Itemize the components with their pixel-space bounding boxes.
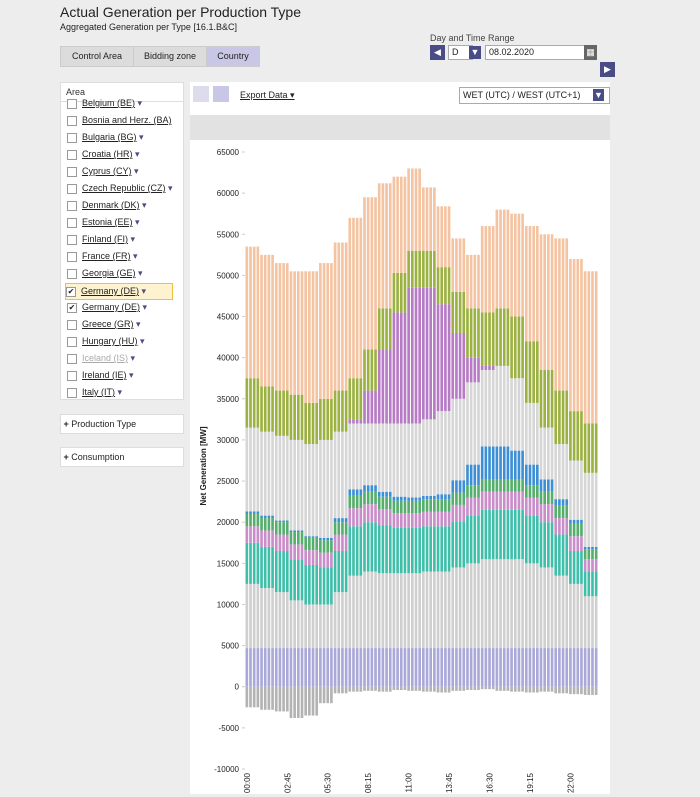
dropdown-arrow[interactable]: ▾ (128, 353, 136, 363)
area-label[interactable]: Germany (DE) (81, 286, 140, 296)
area-label[interactable]: Czech Republic (CZ) (82, 183, 166, 193)
area-label[interactable]: Bosnia and Herz. (BA) (82, 115, 172, 125)
dropdown-arrow[interactable]: ▾ (128, 234, 136, 244)
calendar-button[interactable]: ▦ (584, 45, 597, 60)
area-item[interactable]: Greece (GR) ▾ (67, 317, 177, 332)
timezone-dropdown[interactable]: ▼ (593, 89, 604, 101)
tab[interactable]: Country (206, 46, 260, 67)
area-item[interactable]: France (FR) ▾ (67, 249, 177, 264)
area-label[interactable]: Estonia (EE) (82, 217, 133, 227)
checkbox[interactable] (67, 251, 77, 262)
checkbox[interactable] (67, 268, 77, 279)
production-type-section[interactable]: + Production Type (60, 414, 184, 434)
area-label[interactable]: France (FR) (82, 251, 131, 261)
page-title: Actual Generation per Production Type (60, 4, 302, 20)
dropdown-arrow[interactable]: ▾ (131, 166, 139, 176)
area-item[interactable]: Czech Republic (CZ) ▾ (67, 181, 177, 196)
next-button[interactable]: ▶ (600, 62, 615, 77)
area-label[interactable]: Greece (GR) (82, 319, 134, 329)
area-label[interactable]: Belgium (BE) (82, 98, 136, 108)
export-label: Export Data (240, 90, 288, 100)
checkbox[interactable] (67, 353, 77, 364)
checkbox[interactable] (67, 336, 77, 347)
area-item[interactable]: Belgium (BE) ▾ (67, 96, 177, 111)
area-label[interactable]: Denmark (DK) (82, 200, 140, 210)
area-item[interactable]: Georgia (GE) ▾ (67, 266, 177, 281)
area-item[interactable]: Bulgaria (BG) ▾ (67, 130, 177, 145)
area-label[interactable]: Finland (FI) (82, 234, 129, 244)
area-item[interactable]: Hungary (HU) ▾ (67, 334, 177, 349)
export-button[interactable]: Export Data ▾ (240, 90, 295, 100)
date-input[interactable]: 08.02.2020 (485, 45, 585, 60)
chart-panel (190, 82, 610, 794)
dropdown-arrow[interactable]: ▾ (139, 286, 147, 296)
area-label[interactable]: Bulgaria (BG) (82, 132, 137, 142)
dropdown-arrow[interactable]: ▾ (132, 149, 140, 159)
dropdown-arrow[interactable]: ▾ (115, 387, 123, 397)
area-label[interactable]: Hungary (HU) (82, 336, 138, 346)
date-range-label: Day and Time Range (430, 33, 515, 43)
checkbox[interactable] (67, 149, 77, 160)
area-item[interactable]: Ireland (IE) ▾ (67, 368, 177, 383)
checkbox[interactable] (67, 183, 77, 194)
area-item[interactable]: ✔ Germany (DE) ▾ (67, 300, 177, 315)
table-view-button[interactable] (193, 86, 209, 102)
mode-dropdown[interactable]: ▼ (469, 46, 481, 59)
area-item[interactable]: Italy (IT) ▾ (67, 385, 177, 399)
checkbox[interactable] (67, 319, 77, 330)
area-title: Area (61, 83, 183, 102)
area-item[interactable]: Cyprus (CY) ▾ (67, 164, 177, 179)
checkbox[interactable] (67, 115, 77, 126)
checkbox[interactable] (67, 387, 77, 398)
dropdown-arrow[interactable]: ▾ (135, 268, 143, 278)
checkbox[interactable] (67, 217, 77, 228)
dropdown-arrow[interactable]: ▾ (135, 98, 143, 108)
area-label[interactable]: Georgia (GE) (82, 268, 136, 278)
dropdown-arrow[interactable]: ▾ (130, 251, 138, 261)
dropdown-arrow[interactable]: ▾ (132, 217, 140, 227)
checkbox[interactable] (67, 370, 77, 381)
chart-header-strip (190, 115, 610, 140)
area-item[interactable]: Bosnia and Herz. (BA) ▾ (67, 113, 177, 140)
checkbox[interactable]: ✔ (67, 302, 77, 313)
section-label: Consumption (71, 452, 125, 462)
area-label[interactable]: Croatia (HR) (82, 149, 133, 159)
consumption-section[interactable]: + Consumption (60, 447, 184, 467)
area-item[interactable]: Finland (FI) ▾ (67, 232, 177, 247)
area-item[interactable]: ✔ Germany (DE) ▾ (65, 283, 173, 300)
checkbox[interactable] (67, 166, 77, 177)
checkbox[interactable]: ✔ (66, 286, 76, 297)
area-label[interactable]: Italy (IT) (82, 387, 115, 397)
page-subtitle: Aggregated Generation per Type [16.1.B&C… (60, 22, 237, 32)
tab[interactable]: Bidding zone (133, 46, 207, 67)
checkbox[interactable] (67, 132, 77, 143)
checkbox[interactable] (67, 200, 77, 211)
section-label: Production Type (71, 419, 137, 429)
area-label[interactable]: Cyprus (CY) (82, 166, 132, 176)
checkbox[interactable] (67, 98, 77, 109)
area-label[interactable]: Ireland (IE) (82, 370, 127, 380)
dropdown-arrow[interactable]: ▾ (133, 319, 141, 329)
checkbox[interactable] (67, 234, 77, 245)
dropdown-arrow[interactable]: ▾ (136, 132, 144, 142)
area-item[interactable]: Croatia (HR) ▾ (67, 147, 177, 162)
dropdown-arrow[interactable]: ▾ (139, 200, 147, 210)
dropdown-arrow[interactable]: ▾ (165, 183, 173, 193)
area-item[interactable]: Estonia (EE) ▾ (67, 215, 177, 230)
area-label[interactable]: Germany (DE) (82, 302, 141, 312)
area-label[interactable]: Iceland (IS) (82, 353, 129, 363)
area-panel: Area Belgium (BE) ▾ Bosnia and Herz. (BA)… (60, 82, 184, 400)
tab[interactable]: Control Area (60, 46, 134, 67)
dropdown-arrow[interactable]: ▾ (140, 302, 148, 312)
dropdown-arrow[interactable]: ▾ (137, 336, 145, 346)
area-item[interactable]: Iceland (IS) ▾ (67, 351, 177, 366)
chart-view-button[interactable] (213, 86, 229, 102)
area-item[interactable]: Denmark (DK) ▾ (67, 198, 177, 213)
prev-button[interactable]: ◀ (430, 45, 445, 60)
timezone-select[interactable]: WET (UTC) / WEST (UTC+1) (459, 87, 610, 104)
dropdown-arrow[interactable]: ▾ (126, 370, 134, 380)
